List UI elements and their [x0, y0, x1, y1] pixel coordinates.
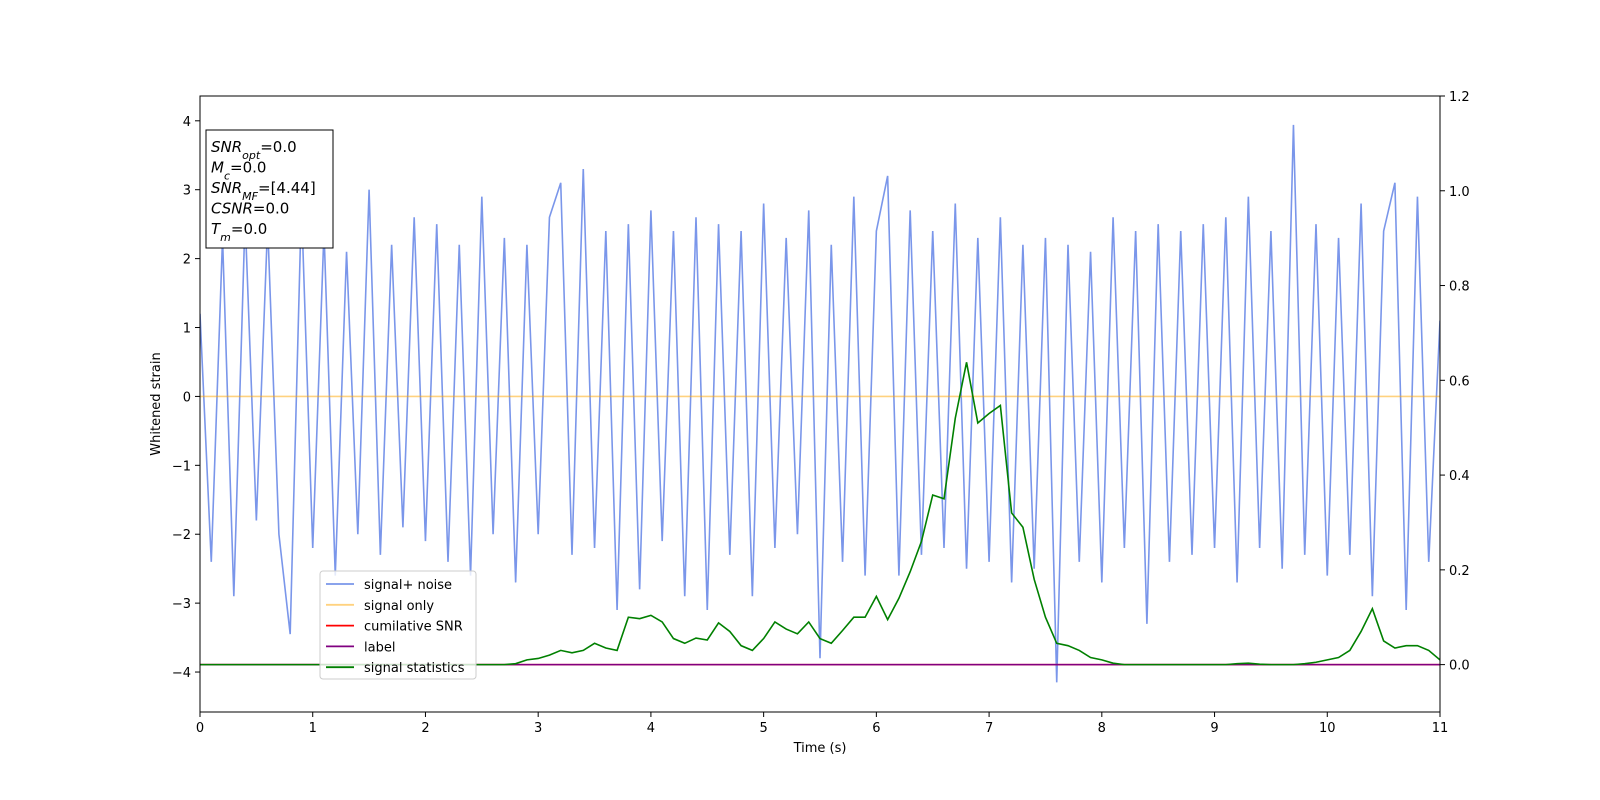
- y2-tick-label: 0.8: [1449, 280, 1470, 295]
- annotation-symbol: M: [211, 159, 224, 177]
- x-tick-label: 0: [196, 721, 204, 736]
- x-tick-label: 2: [421, 721, 429, 736]
- x-tick-label: 4: [647, 721, 655, 736]
- legend-label: signal+ noise: [364, 578, 452, 593]
- annotation-text: Mc=0.0: [211, 159, 266, 183]
- x-axis-label: Time (s): [793, 741, 847, 756]
- y2-tick-label: 1.2: [1449, 90, 1470, 105]
- annotation-value: =[4.44]: [258, 179, 316, 197]
- y-tick-label: −1: [172, 459, 191, 474]
- annotation-box: [205, 129, 334, 249]
- annotation-value: =0.0: [253, 200, 289, 218]
- x-tick-label: 8: [1098, 721, 1106, 736]
- y-tick-label: 4: [183, 115, 191, 130]
- annotation-text: Tm=0.0: [211, 220, 267, 244]
- plot-frame: [199, 95, 1441, 713]
- y-tick-label: −4: [172, 666, 191, 681]
- y2-tick-label: 0.4: [1449, 469, 1470, 484]
- series-line: [200, 124, 1440, 683]
- legend-label: signal only: [364, 599, 434, 614]
- annotation-text: CSNR=0.0: [211, 200, 289, 218]
- y-tick-label: −2: [172, 528, 191, 543]
- x-tick-label: 9: [1210, 721, 1218, 736]
- legend-label: cumilative SNR: [364, 620, 463, 635]
- annotation-subscript: c: [224, 169, 230, 182]
- legend-box: [319, 570, 477, 680]
- y-tick-label: 0: [183, 390, 191, 405]
- annotation-symbol: SNR: [211, 138, 242, 156]
- annotation-symbol: CSNR: [211, 200, 253, 218]
- y-tick-label: −3: [172, 597, 191, 612]
- x-tick-label: 7: [985, 721, 993, 736]
- annotation-value: =0.0: [230, 159, 266, 177]
- annotation-symbol: T: [211, 220, 222, 238]
- annotation-text: SNRopt=0.0: [211, 138, 297, 162]
- annotation-value: =0.0: [231, 220, 267, 238]
- annotation-subscript: m: [220, 231, 231, 244]
- legend-label: label: [364, 640, 395, 655]
- y2-tick-label: 0.2: [1449, 564, 1470, 579]
- x-tick-label: 10: [1319, 721, 1336, 736]
- y-axis-label: Whitened strain: [149, 352, 164, 455]
- annotation-text: SNRMF=[4.44]: [211, 179, 316, 203]
- y2-tick-label: 0.6: [1449, 374, 1470, 389]
- x-tick-label: 6: [872, 721, 880, 736]
- x-tick-label: 5: [759, 721, 767, 736]
- annotation-subscript: opt: [242, 149, 261, 162]
- y-tick-label: 3: [183, 184, 191, 199]
- y-tick-label: 1: [183, 322, 191, 337]
- annotation-value: =0.0: [260, 138, 296, 156]
- x-tick-label: 1: [309, 721, 317, 736]
- legend-label: signal statistics: [364, 661, 465, 676]
- y2-tick-label: 1.0: [1449, 185, 1470, 200]
- y-tick-label: 2: [183, 253, 191, 268]
- x-tick-label: 3: [534, 721, 542, 736]
- x-tick-label: 11: [1432, 721, 1449, 736]
- annotation-subscript: MF: [242, 190, 258, 203]
- y2-tick-label: 0.0: [1449, 659, 1470, 674]
- annotation-symbol: SNR: [211, 179, 242, 197]
